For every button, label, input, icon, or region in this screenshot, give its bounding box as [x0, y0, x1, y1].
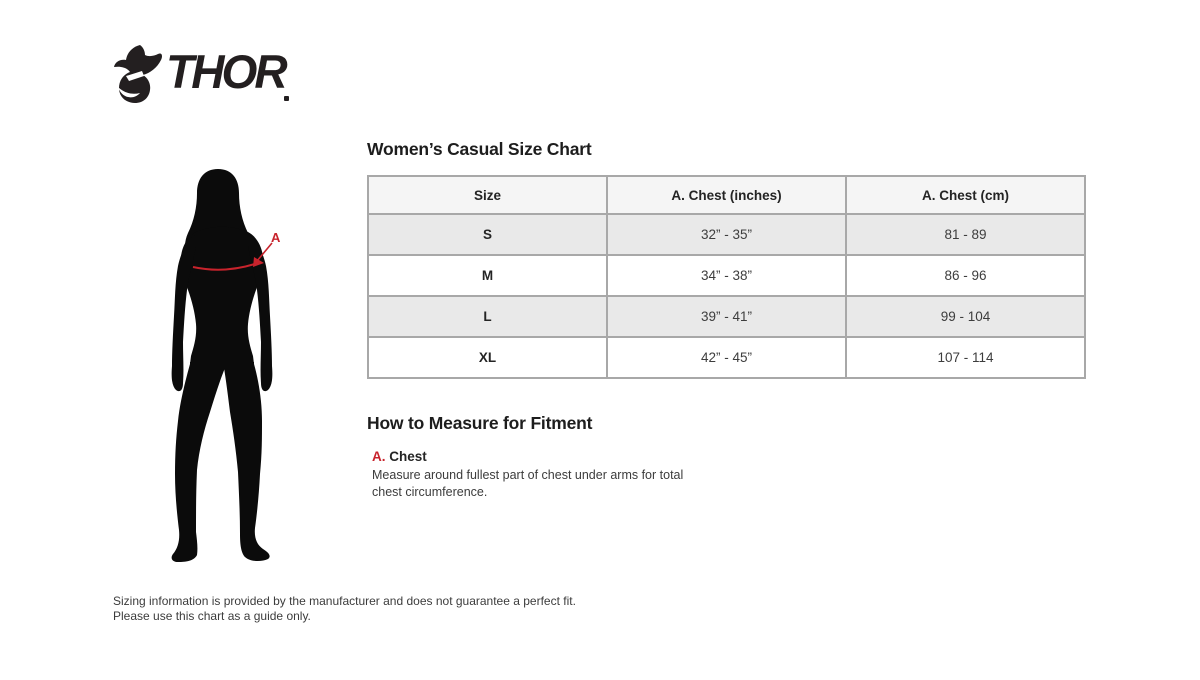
chest-inches-cell: 32” - 35” [606, 213, 847, 256]
sizing-disclaimer: Sizing information is provided by the ma… [113, 594, 576, 625]
chest-cm-cell: 81 - 89 [845, 213, 1086, 256]
chest-measure-line [192, 262, 259, 271]
table-row: S 32” - 35” 81 - 89 [367, 213, 1086, 256]
chest-cm-cell: 86 - 96 [845, 254, 1086, 297]
logo-trademark-dot [284, 96, 289, 101]
chest-cm-cell: 107 - 114 [845, 336, 1086, 379]
measurement-figure: A [150, 166, 306, 570]
table-row: XL 42” - 45” 107 - 114 [367, 336, 1086, 379]
col-header-size: Size [367, 175, 608, 215]
disclaimer-line-2: Please use this chart as a guide only. [113, 609, 311, 624]
measure-item-description: Measure around fullest part of chest und… [372, 468, 684, 499]
disclaimer-line-1: Sizing information is provided by the ma… [113, 594, 576, 608]
size-chart-table: Size A. Chest (inches) A. Chest (cm) S 3… [367, 175, 1086, 379]
measure-item-letter: A. [372, 449, 386, 464]
col-header-chest-inches: A. Chest (inches) [606, 175, 847, 215]
size-cell: L [367, 295, 608, 338]
annotation-letter-a: A [271, 230, 281, 245]
woman-silhouette-graphic: A [171, 169, 281, 562]
chest-inches-cell: 39” - 41” [606, 295, 847, 338]
size-cell: XL [367, 336, 608, 379]
chest-cm-cell: 99 - 104 [845, 295, 1086, 338]
size-chart-title: Women’s Casual Size Chart [367, 139, 592, 159]
how-to-measure-title: How to Measure for Fitment [367, 413, 593, 433]
table-header-row: Size A. Chest (inches) A. Chest (cm) [367, 175, 1086, 215]
chest-inches-cell: 42” - 45” [606, 336, 847, 379]
thor-horned-beast-icon [114, 45, 162, 103]
measure-item-chest: A. Chest [372, 449, 427, 464]
size-cell: S [367, 213, 608, 256]
measure-arrowhead-icon [253, 257, 264, 267]
thor-logo: THOR [112, 42, 312, 108]
table-row: M 34” - 38” 86 - 96 [367, 254, 1086, 297]
size-cell: M [367, 254, 608, 297]
chest-inches-cell: 34” - 38” [606, 254, 847, 297]
annotation-pointer-line [256, 242, 273, 262]
logo-wordmark: THOR [166, 45, 288, 98]
table-row: L 39” - 41” 99 - 104 [367, 295, 1086, 338]
col-header-chest-cm: A. Chest (cm) [845, 175, 1086, 215]
measure-item-label: Chest [389, 449, 427, 464]
